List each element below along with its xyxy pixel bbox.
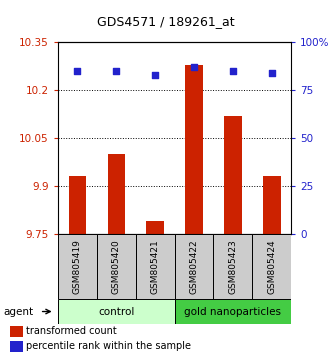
Point <box>153 72 158 78</box>
Text: gold nanoparticles: gold nanoparticles <box>184 307 281 316</box>
Text: GSM805423: GSM805423 <box>228 239 237 294</box>
FancyBboxPatch shape <box>213 234 252 299</box>
Text: GSM805424: GSM805424 <box>267 239 276 294</box>
Bar <box>224 116 242 234</box>
Point <box>75 68 80 74</box>
Text: GDS4571 / 189261_at: GDS4571 / 189261_at <box>97 15 234 28</box>
FancyBboxPatch shape <box>175 234 213 299</box>
Text: control: control <box>98 307 134 316</box>
FancyBboxPatch shape <box>136 234 175 299</box>
Bar <box>10 341 23 352</box>
Point <box>230 68 236 74</box>
Text: transformed count: transformed count <box>26 326 117 336</box>
Point <box>114 68 119 74</box>
FancyBboxPatch shape <box>97 234 136 299</box>
Point <box>269 70 274 76</box>
Text: GSM805420: GSM805420 <box>112 239 121 294</box>
Bar <box>69 176 86 234</box>
Text: agent: agent <box>3 307 33 316</box>
Bar <box>146 221 164 234</box>
FancyBboxPatch shape <box>58 299 175 324</box>
Bar <box>185 65 203 234</box>
FancyBboxPatch shape <box>175 299 291 324</box>
Text: GSM805421: GSM805421 <box>151 239 160 294</box>
Text: percentile rank within the sample: percentile rank within the sample <box>26 342 191 352</box>
Bar <box>263 176 281 234</box>
Bar <box>10 326 23 337</box>
FancyBboxPatch shape <box>58 234 97 299</box>
Text: GSM805422: GSM805422 <box>190 239 199 294</box>
Point <box>191 64 197 70</box>
FancyBboxPatch shape <box>252 234 291 299</box>
Bar <box>108 154 125 234</box>
Text: GSM805419: GSM805419 <box>73 239 82 294</box>
